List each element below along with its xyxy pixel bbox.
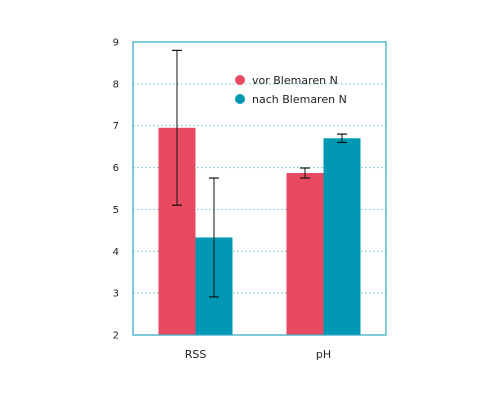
y-tick-label: 4 xyxy=(113,247,119,258)
legend: vor Blemaren N nach Blemaren N xyxy=(235,74,347,106)
legend-label: nach Blemaren N xyxy=(252,93,347,106)
error-bars xyxy=(172,49,347,298)
y-tick-label: 9 xyxy=(113,38,119,49)
y-tick-label: 6 xyxy=(113,163,119,174)
bar-ph-series-2 xyxy=(323,138,361,335)
error-bar xyxy=(209,177,219,298)
y-tick-label: 7 xyxy=(113,121,119,132)
legend-label: vor Blemaren N xyxy=(252,74,338,87)
x-axis-labels: RSS pH xyxy=(185,348,331,361)
legend-swatch xyxy=(235,75,245,85)
plot-frame xyxy=(132,41,387,336)
y-tick-label: 2 xyxy=(113,331,119,342)
x-tick-label: pH xyxy=(316,348,331,361)
error-bar xyxy=(172,49,182,206)
error-bar xyxy=(337,133,347,144)
y-tick-label: 5 xyxy=(113,205,119,216)
bars xyxy=(158,127,361,335)
legend-swatch xyxy=(235,94,245,104)
bar-ph-series-1 xyxy=(286,173,324,335)
y-tick-label: 3 xyxy=(113,289,119,300)
error-bar xyxy=(300,167,310,179)
y-tick-label: 8 xyxy=(113,79,119,90)
x-tick-label: RSS xyxy=(185,348,207,361)
y-axis-ticks: 2 3 4 5 6 7 8 9 xyxy=(113,38,119,342)
